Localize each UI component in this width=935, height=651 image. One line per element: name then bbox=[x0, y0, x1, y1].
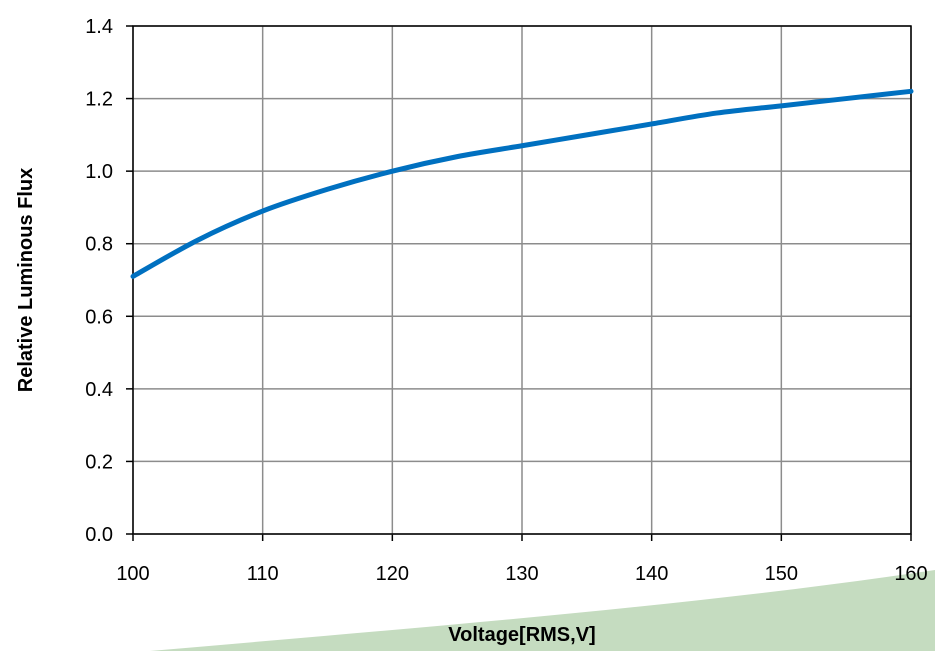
x-tick-label: 100 bbox=[116, 563, 149, 585]
y-tick-label: 0.0 bbox=[85, 524, 113, 546]
y-tick-label: 1.0 bbox=[85, 161, 113, 183]
x-tick-label: 160 bbox=[894, 563, 927, 585]
y-tick-label: 0.6 bbox=[85, 306, 113, 328]
x-axis-tick-labels: 100 110 120 130 140 150 160 bbox=[116, 563, 927, 585]
x-tick-label: 120 bbox=[376, 563, 409, 585]
x-tick-label: 110 bbox=[247, 563, 279, 585]
series-layer bbox=[130, 88, 914, 279]
x-axis-title: Voltage[RMS,V] bbox=[448, 624, 595, 646]
y-tick-label: 0.2 bbox=[85, 451, 113, 473]
x-tick-label: 140 bbox=[635, 563, 668, 585]
y-axis-title: Relative Luminous Flux bbox=[15, 168, 37, 392]
y-tick-label: 1.2 bbox=[85, 89, 113, 111]
x-tick-label: 130 bbox=[505, 563, 538, 585]
x-tick-label: 150 bbox=[765, 563, 798, 585]
series-line bbox=[130, 88, 914, 279]
y-axis-tick-labels: 0.0 0.2 0.4 0.6 0.8 1.0 1.2 1.4 bbox=[85, 16, 113, 546]
y-tick-label: 1.4 bbox=[85, 16, 113, 38]
y-tick-label: 0.8 bbox=[85, 234, 113, 256]
plot-area-frame bbox=[132, 25, 912, 535]
y-tick-label: 0.4 bbox=[85, 379, 113, 401]
decorative-green-ribbon bbox=[150, 570, 935, 651]
